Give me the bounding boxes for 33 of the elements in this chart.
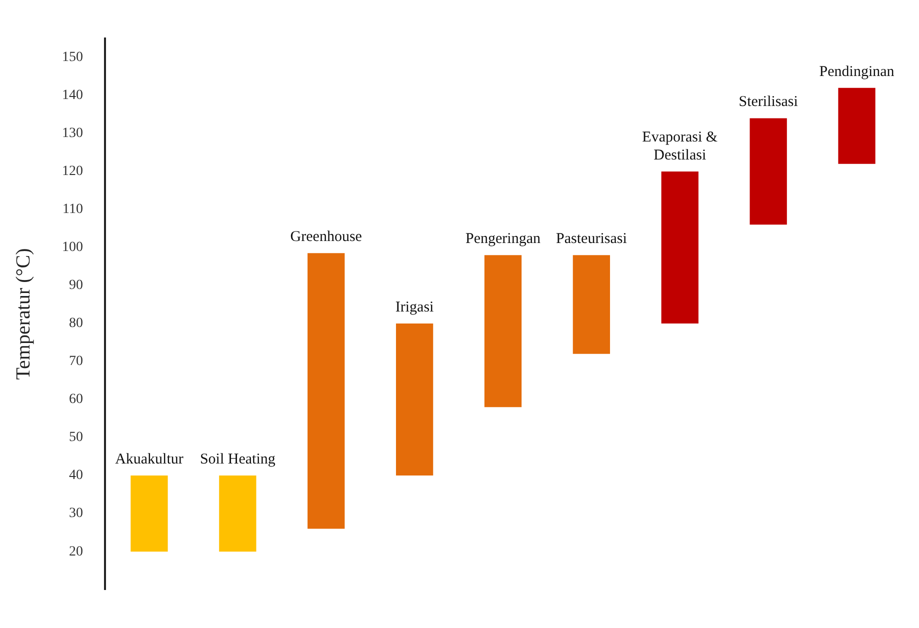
x-tick-label: Akuakultur — [115, 452, 184, 468]
x-tick-label: Pasteurisasi — [556, 231, 627, 248]
y-tick-label: 50 — [69, 430, 83, 446]
y-tick-label: 20 — [69, 544, 83, 560]
y-tick-label: 70 — [69, 354, 83, 370]
x-tick-label: Evaporasi & Destilasi — [642, 129, 718, 164]
y-tick-label: 110 — [62, 202, 83, 218]
bar — [219, 476, 256, 552]
y-tick-label: 90 — [69, 278, 83, 294]
bar — [396, 324, 434, 476]
x-tick-label: Irigasi — [395, 300, 434, 316]
bar — [750, 118, 787, 225]
y-tick-label: 140 — [62, 88, 83, 104]
x-tick-label: Soil Heating — [200, 452, 276, 468]
bar — [572, 255, 610, 354]
y-tick-label: 30 — [69, 506, 83, 522]
bar — [838, 88, 876, 164]
x-tick-label: Pendinginan — [819, 64, 895, 80]
y-tick-label: 120 — [62, 164, 83, 180]
x-tick-label: Greenhouse — [290, 229, 362, 246]
x-tick-label: Sterilisasi — [738, 94, 798, 110]
y-tick-label: 60 — [69, 392, 83, 408]
y-tick-label: 80 — [69, 316, 83, 332]
bar — [130, 476, 168, 552]
y-tick-label: 100 — [62, 240, 83, 256]
y-tick-label: 130 — [62, 126, 83, 142]
y-tick-label: 150 — [62, 50, 83, 66]
bar — [661, 171, 698, 324]
bar — [308, 253, 345, 529]
y-tick-label: 40 — [69, 468, 83, 484]
bar — [484, 255, 522, 408]
x-tick-label: Pengeringan — [466, 231, 541, 248]
y-axis-title: Temperatur (°C) — [12, 248, 34, 380]
